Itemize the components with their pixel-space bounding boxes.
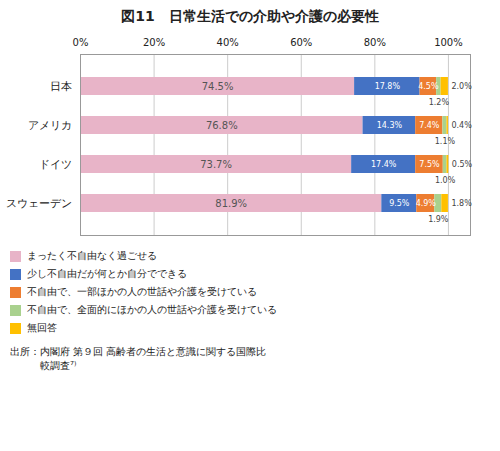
svg-text:9.5%: 9.5% — [389, 199, 410, 208]
html-text:出所：内閣府 第９回 高齢者の生活と意識に関する国際比 較調: 出所：内閣府 第９回 高齢者の生活と意識に関する国際比 較調査⁷⁾ — [10, 346, 267, 371]
svg-text:0.5%: 0.5% — [452, 160, 473, 169]
svg-text:日本: 日本 — [50, 80, 72, 93]
svg-text:17.8%: 17.8% — [375, 82, 401, 91]
svg-text:0%: 0% — [73, 37, 89, 48]
html-text:まったく不自由なく過ごせる: まったく不自由なく過ごせる — [27, 250, 157, 261]
svg-text:0.4%: 0.4% — [451, 121, 472, 130]
svg-text:スウェーデン: スウェーデン — [6, 197, 72, 210]
svg-text:7.4%: 7.4% — [419, 121, 440, 130]
svg-text:2.0%: 2.0% — [451, 82, 472, 91]
svg-text:アメリカ: アメリカ — [28, 119, 72, 132]
svg-text:1.0%: 1.0% — [435, 176, 456, 185]
svg-text:1.9%: 1.9% — [428, 215, 449, 224]
svg-text:7.5%: 7.5% — [419, 160, 440, 169]
svg-text:4.9%: 4.9% — [416, 199, 437, 208]
svg-text:ドイツ: ドイツ — [39, 158, 72, 171]
svg-text:20%: 20% — [143, 37, 165, 48]
svg-text:74.5%: 74.5% — [202, 81, 234, 92]
svg-text:17.4%: 17.4% — [371, 160, 397, 169]
svg-text:80%: 80% — [364, 37, 386, 48]
svg-text:1.1%: 1.1% — [435, 137, 456, 146]
svg-text:40%: 40% — [217, 37, 239, 48]
svg-text:60%: 60% — [290, 37, 312, 48]
svg-text:81.9%: 81.9% — [215, 198, 247, 209]
html-text:不自由で、一部ほかの人の世話や介護を受けている: 不自由で、一部ほかの人の世話や介護を受けている — [27, 286, 257, 297]
html-text:少し不自由だが何とか自分でできる: 少し不自由だが何とか自分でできる — [27, 268, 187, 279]
svg-text:100%: 100% — [434, 37, 463, 48]
svg-text:14.3%: 14.3% — [377, 121, 403, 130]
html-text:図11 日常生活での介助や介護の必要性: 図11 日常生活での介助や介護の必要性 — [121, 8, 379, 24]
svg-text:76.8%: 76.8% — [206, 120, 238, 131]
html-text:無回答: 無回答 — [27, 322, 57, 333]
svg-text:1.8%: 1.8% — [451, 199, 472, 208]
svg-text:4.5%: 4.5% — [418, 82, 439, 91]
html-text:不自由で、全面的にほかの人の世話や介護を受けている: 不自由で、全面的にほかの人の世話や介護を受けている — [27, 304, 277, 315]
svg-text:1.2%: 1.2% — [429, 98, 450, 107]
svg-text:73.7%: 73.7% — [200, 159, 232, 170]
